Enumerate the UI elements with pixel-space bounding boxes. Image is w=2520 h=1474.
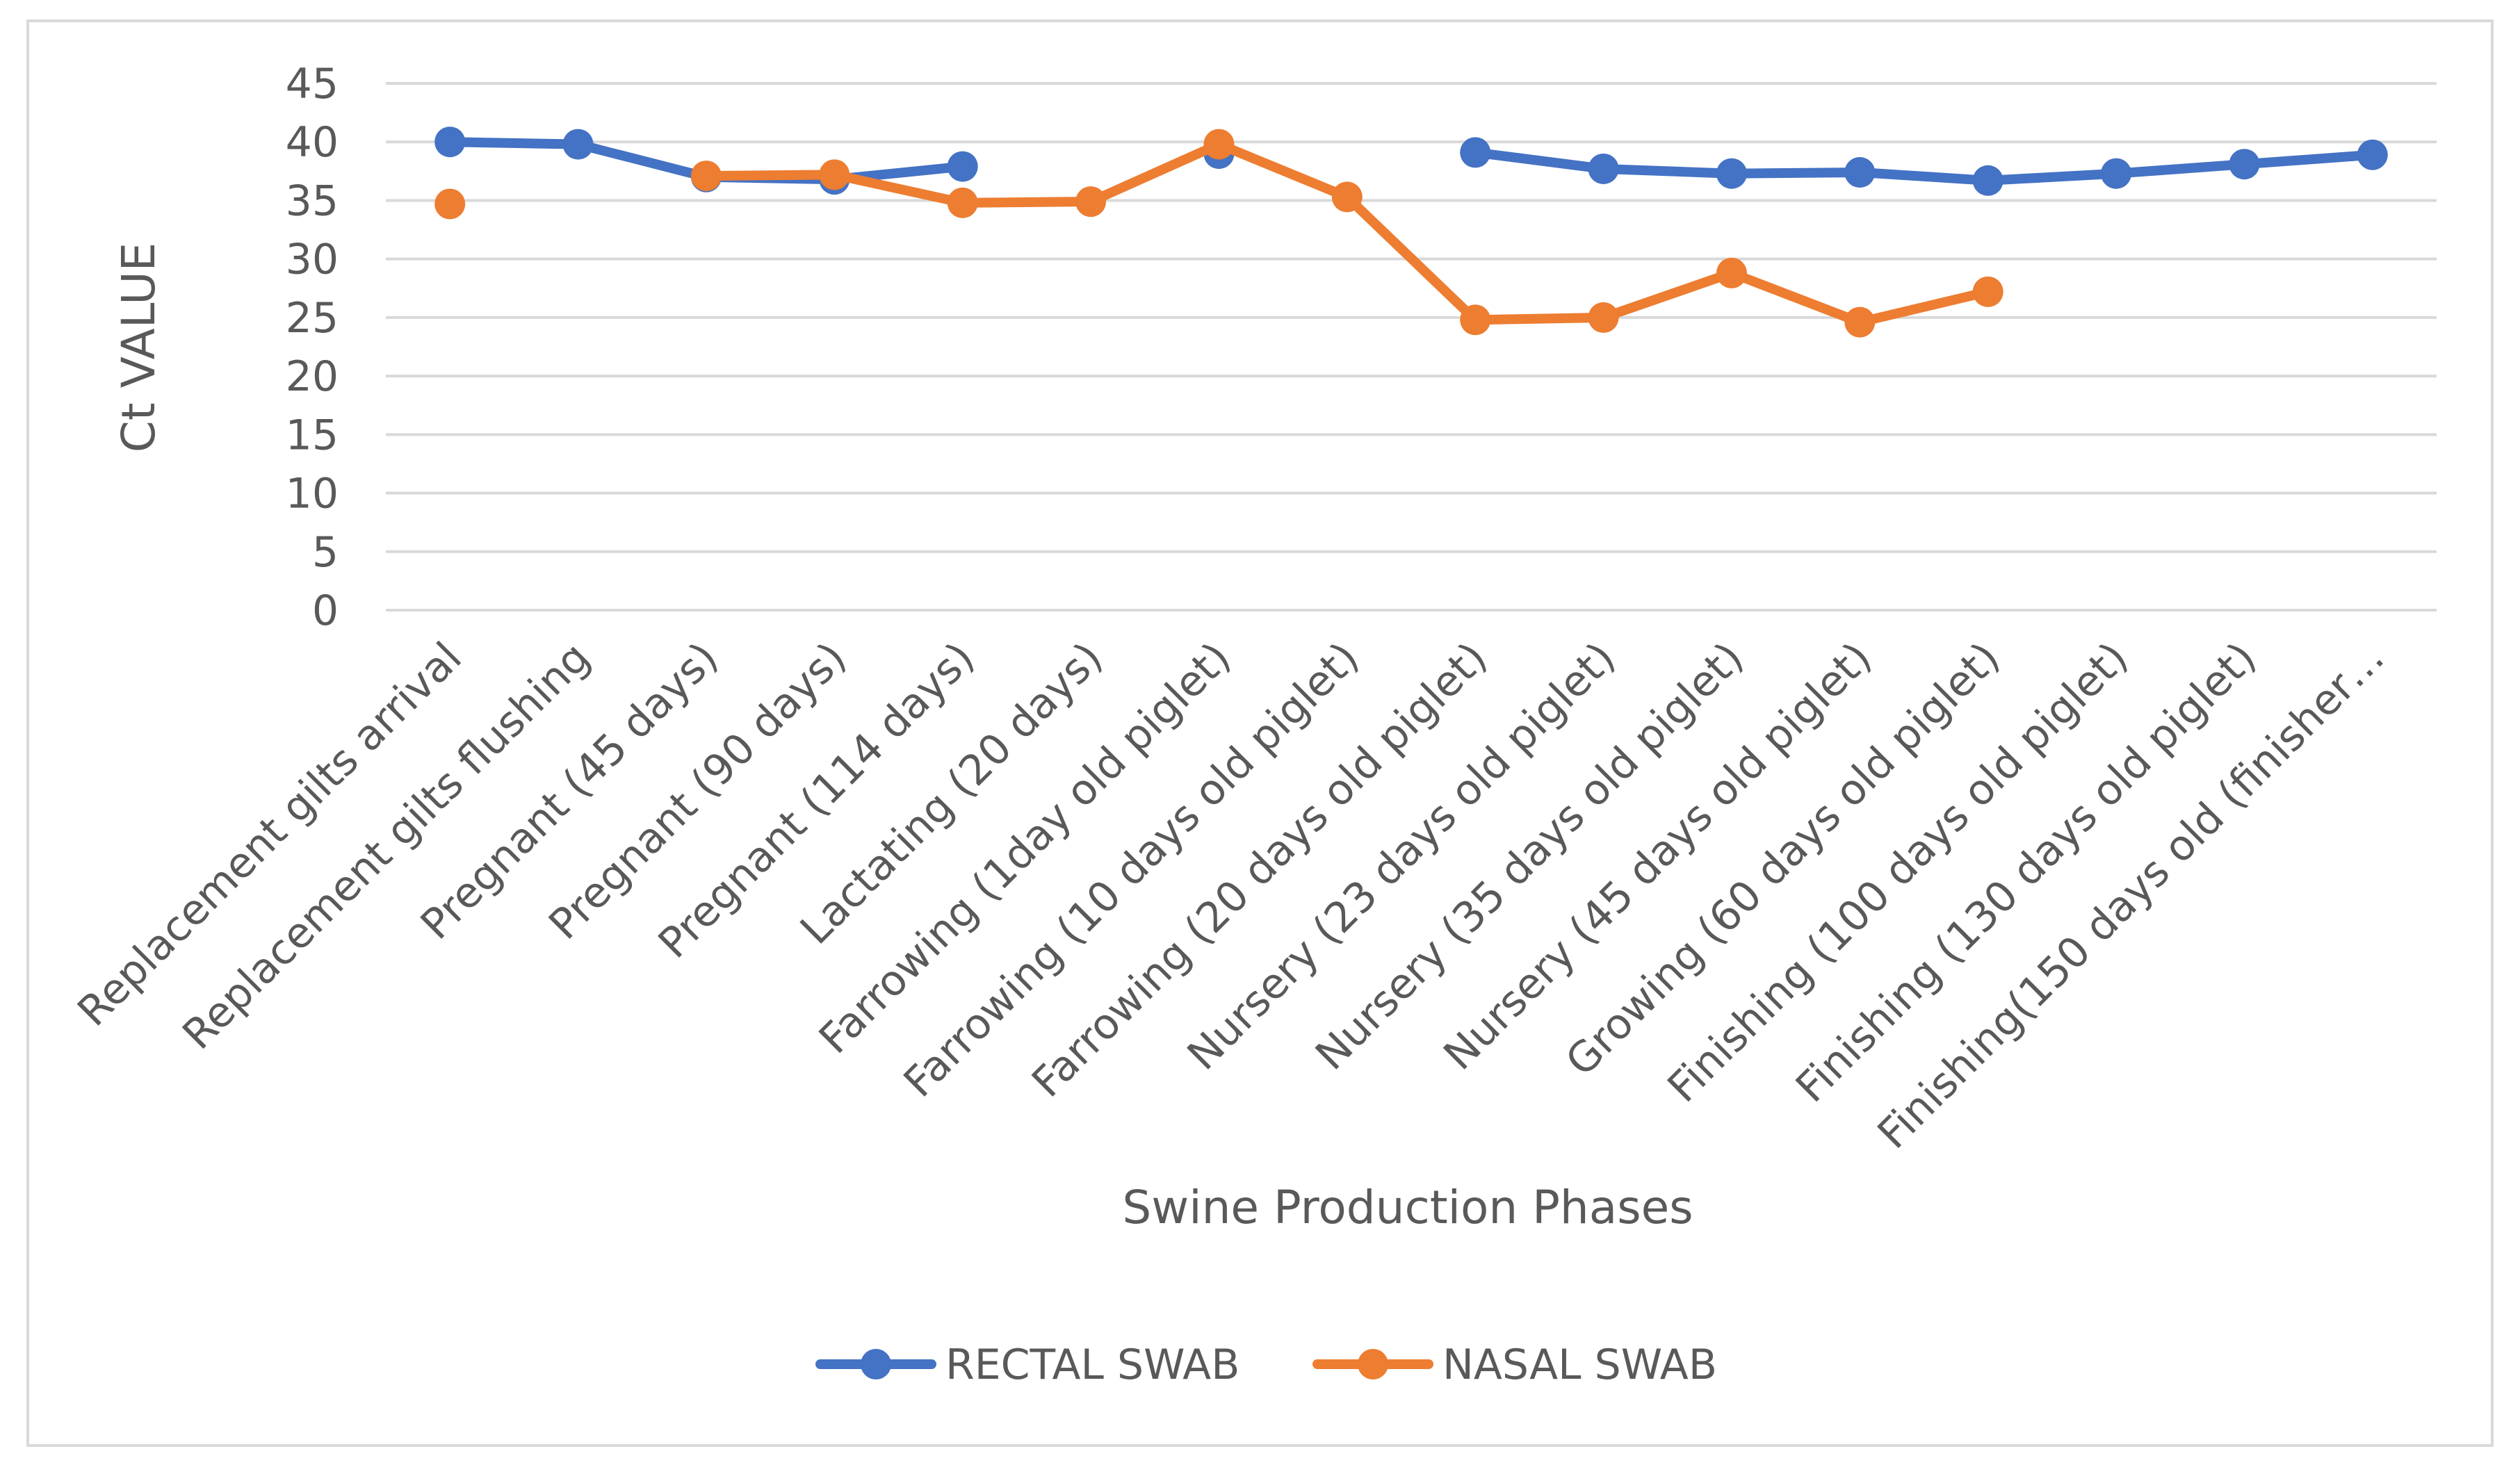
y-tick-label: 45 — [286, 60, 339, 108]
legend-item: NASAL SWAB — [1312, 1341, 1717, 1389]
gridlines — [386, 82, 2437, 612]
data-point — [1331, 181, 1363, 213]
data-point — [1075, 186, 1107, 218]
data-point — [434, 126, 466, 158]
legend-swatch-marker — [1358, 1349, 1388, 1379]
data-point — [1588, 153, 1619, 184]
data-point — [1972, 276, 2003, 307]
data-point — [1460, 304, 1491, 336]
data-point — [434, 188, 466, 220]
data-point — [1844, 157, 1876, 188]
y-tick-label: 25 — [286, 294, 339, 343]
data-point — [947, 187, 978, 218]
legend: RECTAL SWAB NASAL SWAB — [815, 1341, 1717, 1389]
data-point — [1203, 129, 1235, 160]
y-tick-label: 15 — [286, 411, 339, 459]
data-point — [562, 129, 594, 160]
legend-label: NASAL SWAB — [1442, 1341, 1717, 1389]
y-tick-label: 30 — [286, 236, 339, 284]
y-axis-title: Ct VALUE — [112, 243, 165, 453]
y-tick-label: 5 — [312, 528, 339, 577]
y-tick-label: 0 — [312, 587, 339, 635]
data-point — [1972, 165, 2003, 196]
data-point — [1716, 158, 1747, 189]
data-point — [2357, 139, 2388, 170]
y-tick-label: 20 — [286, 352, 339, 401]
data-point — [690, 161, 722, 192]
x-axis-title: Swine Production Phases — [1122, 1181, 1693, 1234]
y-tick-label: 40 — [286, 118, 339, 167]
data-point — [1460, 137, 1491, 168]
y-tick-label: 10 — [286, 470, 339, 518]
series-line — [1470, 147, 2377, 186]
y-tick-label: 35 — [286, 177, 339, 225]
legend-item: RECTAL SWAB — [815, 1341, 1239, 1389]
data-point — [1588, 302, 1619, 333]
y-axis-ticks: 0 5 10 15 20 25 30 35 40 45 — [286, 60, 339, 635]
data-point — [2101, 158, 2132, 189]
series-group — [434, 126, 2388, 338]
data-point — [819, 159, 850, 190]
legend-swatch-marker — [861, 1349, 891, 1379]
legend-label: RECTAL SWAB — [945, 1341, 1239, 1389]
data-point — [1844, 306, 1876, 338]
data-point — [2229, 149, 2260, 180]
series-2 — [434, 129, 2003, 338]
data-point — [1716, 257, 1747, 288]
data-point — [947, 151, 978, 182]
